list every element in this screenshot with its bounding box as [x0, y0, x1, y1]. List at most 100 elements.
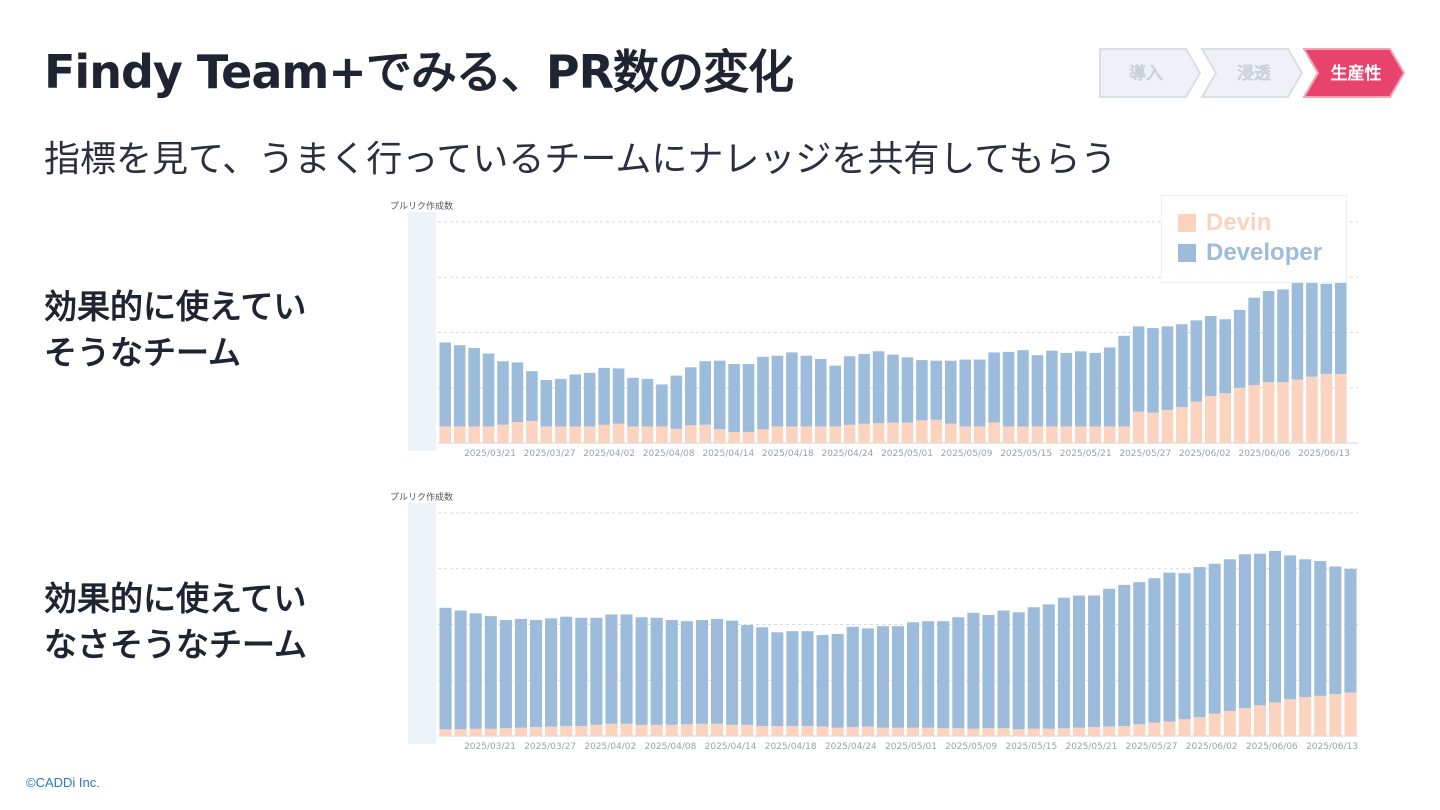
bar-developer [627, 377, 639, 427]
bar-developer [786, 631, 799, 726]
bar-devin [959, 426, 971, 443]
bar-developer [876, 626, 889, 728]
chart-legend: Devin Developer [1161, 195, 1347, 283]
bar-developer [959, 359, 971, 427]
bar-developer [756, 627, 769, 726]
bar-devin [829, 426, 841, 443]
step-1: 導入 [1099, 48, 1202, 98]
bar-developer [469, 613, 482, 729]
bar-developer [846, 626, 859, 728]
bar-devin [598, 424, 610, 443]
team-label-line: 効果的に使えてい [44, 287, 307, 326]
step-3: 生産性 [1302, 48, 1406, 98]
bar-developer [1238, 554, 1251, 709]
bar-developer [1148, 578, 1161, 723]
bar-devin [1219, 393, 1231, 443]
bar-developer [901, 357, 914, 423]
x-tick-label: 2025/06/06 [1238, 449, 1290, 459]
bar-developer [1314, 560, 1327, 696]
bar-developer [1233, 309, 1246, 388]
bar-devin [771, 426, 784, 443]
bar-developer [801, 631, 814, 726]
bar-developer [1329, 566, 1342, 695]
bar-devin [831, 727, 844, 736]
bar-devin [665, 724, 678, 736]
bar-devin [1284, 699, 1297, 736]
bar-devin [612, 423, 625, 443]
bar-developer [1291, 282, 1304, 380]
bar-devin [1291, 379, 1304, 443]
bar-devin [1161, 409, 1174, 443]
bar-developer [484, 616, 497, 729]
bar-developer [656, 384, 668, 427]
bar-devin [1208, 713, 1221, 736]
bar-developer [1205, 315, 1217, 397]
bar-developer [1118, 335, 1130, 427]
bar-developer [815, 359, 827, 427]
step-label: 導入 [1129, 63, 1163, 84]
bar-developer [514, 618, 527, 728]
bar-devin [468, 426, 480, 443]
copyright: ©CADDi Inc. [26, 775, 100, 790]
x-tick-label: 2025/06/13 [1298, 449, 1350, 459]
bar-devin [1253, 705, 1266, 736]
bar-devin [590, 724, 603, 736]
bar-devin [952, 728, 965, 736]
bar-developer [680, 621, 693, 725]
bar-devin [680, 724, 693, 736]
bar-devin [786, 426, 798, 443]
x-tick-label: 2025/04/24 [825, 742, 877, 752]
bar-developer [685, 367, 697, 426]
bar-devin [1133, 724, 1146, 736]
bar-devin [988, 422, 1000, 443]
bar-devin [887, 422, 899, 443]
y-axis-label: プルリク作成数 [390, 200, 453, 212]
bar-developer [757, 356, 769, 430]
bar-devin [1046, 426, 1058, 443]
bar-developer [1190, 320, 1203, 402]
bar-devin [1299, 696, 1312, 736]
bar-developer [605, 614, 618, 724]
bar-developer [916, 360, 928, 421]
bar-developer [1075, 351, 1087, 427]
bar-developer [1132, 326, 1145, 412]
bar-developer [858, 354, 870, 424]
bar-developer [800, 355, 813, 427]
bar-developer [454, 610, 467, 730]
bar-devin [545, 726, 558, 736]
bar-developer [937, 621, 950, 729]
bar-developer [540, 380, 553, 427]
bar-devin [1042, 728, 1055, 736]
bar-devin [583, 426, 596, 443]
bar-devin [1335, 373, 1347, 443]
step-label: 浸透 [1237, 63, 1272, 84]
bar-developer [598, 367, 610, 425]
bar-developer [1017, 350, 1029, 427]
bar-developer [771, 355, 784, 427]
bar-developer [453, 345, 466, 427]
bar-developer [497, 361, 509, 425]
bar-developer [695, 620, 708, 724]
bar-developer [945, 360, 957, 424]
bar-devin [1103, 726, 1116, 736]
bar-devin [1031, 426, 1044, 443]
bar-developer [1219, 319, 1231, 394]
bar-devin [710, 723, 724, 736]
bar-developer [670, 375, 683, 429]
y-axis-band [408, 503, 436, 744]
x-tick-label: 2025/04/18 [765, 742, 817, 752]
stacked-bar-chart: プルリク作成数 2025/03/21 2025/03/27 2025/04/02 202… [390, 491, 1358, 752]
bar-developer [861, 628, 874, 727]
bar-devin [907, 727, 920, 736]
bar-developer [612, 368, 625, 424]
bar-devin [482, 426, 495, 443]
bar-devin [1148, 722, 1161, 736]
bar-developer [569, 374, 581, 427]
bar-devin [575, 725, 588, 736]
page-subtitle: 指標を見て、うまく行っているチームにナレッジを共有してもらう [44, 139, 1117, 180]
bar-developer [511, 362, 524, 423]
stacked-bar-chart: プルリク作成数 2025/03/21 2025/03/27 2025/04/02 202… [390, 200, 1358, 459]
bar-devin [635, 724, 648, 736]
bar-developer [1046, 350, 1058, 427]
bar-devin [945, 423, 957, 443]
